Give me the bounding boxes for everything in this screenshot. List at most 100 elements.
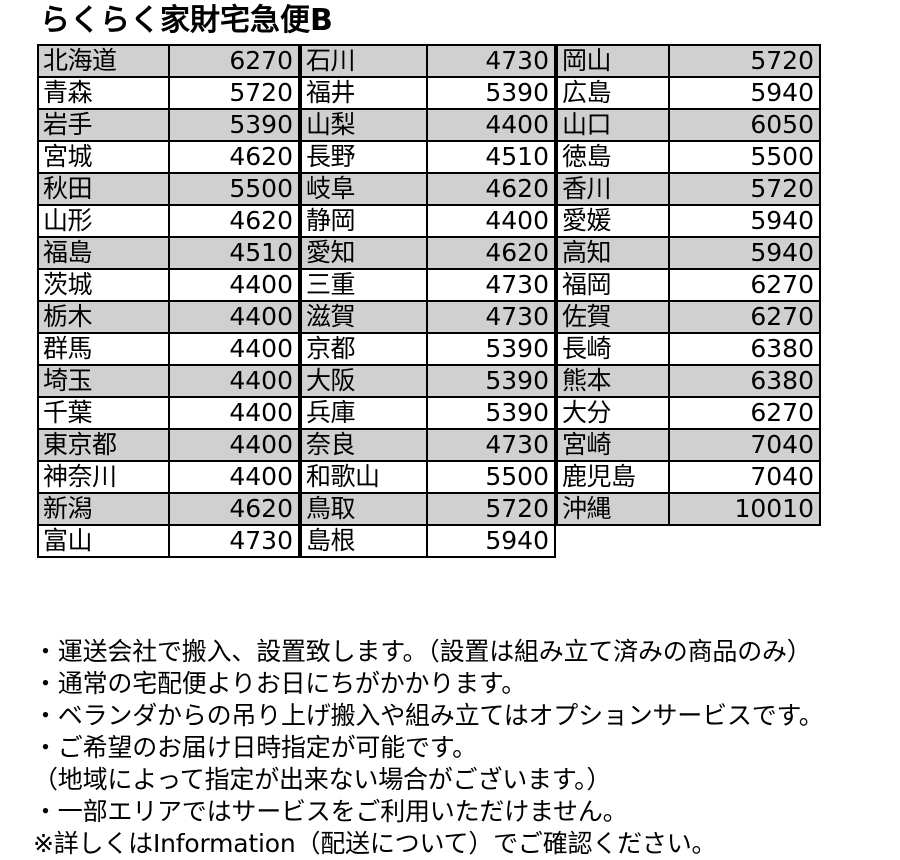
- prefecture-cell: 高知: [556, 236, 670, 270]
- fee-cell: 5500: [426, 460, 556, 494]
- prefecture-cell: 熊本: [556, 364, 670, 398]
- prefecture-cell: 沖縄: [556, 492, 670, 526]
- table-row: 東京都 4400: [37, 428, 300, 462]
- table-row: 和歌山 5500: [300, 460, 556, 494]
- fee-cell: 4400: [168, 396, 300, 430]
- fee-cell: 7040: [668, 428, 821, 462]
- fee-cell: 4620: [168, 492, 300, 526]
- prefecture-cell: 神奈川: [37, 460, 170, 494]
- prefecture-cell: 鹿児島: [556, 460, 670, 494]
- table-row: 山梨 4400: [300, 108, 556, 142]
- fee-cell: 4730: [426, 268, 556, 302]
- table-row: 静岡 4400: [300, 204, 556, 238]
- prefecture-cell: 福岡: [556, 268, 670, 302]
- table-row: 埼玉 4400: [37, 364, 300, 398]
- fee-cell: 5390: [426, 364, 556, 398]
- prefecture-cell: 大阪: [300, 364, 428, 398]
- prefecture-cell: 長崎: [556, 332, 670, 366]
- table-row: 秋田 5500: [37, 172, 300, 206]
- prefecture-cell: 滋賀: [300, 300, 428, 334]
- prefecture-cell: 静岡: [300, 204, 428, 238]
- fee-cell: 7040: [668, 460, 821, 494]
- fee-cell: 6380: [668, 364, 821, 398]
- table-row: 大分 6270: [556, 396, 821, 430]
- fee-cell: 10010: [668, 492, 821, 526]
- prefecture-cell: 島根: [300, 524, 428, 558]
- table-row: 福井 5390: [300, 76, 556, 110]
- table-row: 神奈川 4400: [37, 460, 300, 494]
- fee-cell: 5500: [168, 172, 300, 206]
- fee-cell: 4620: [168, 204, 300, 238]
- table-row: 群馬 4400: [37, 332, 300, 366]
- prefecture-cell: 福井: [300, 76, 428, 110]
- prefecture-cell: 和歌山: [300, 460, 428, 494]
- fee-cell: 5720: [168, 76, 300, 110]
- note-line: ・一部エリアではサービスをご利用いただけません。: [33, 797, 628, 826]
- table-row: 鹿児島 7040: [556, 460, 821, 494]
- prefecture-cell: 岐阜: [300, 172, 428, 206]
- table-row: 岩手 5390: [37, 108, 300, 142]
- fee-cell: 4400: [168, 300, 300, 334]
- note-line: ・通常の宅配便よりお日にちがかかります。: [33, 669, 527, 698]
- table-row: 徳島 5500: [556, 140, 821, 174]
- notes-list: ・運送会社で搬入、設置致します。（設置は組み立て済みの商品のみ） ・通常の宅配便よ…: [33, 636, 893, 860]
- fee-cell: 5720: [668, 44, 821, 78]
- prefecture-cell: 宮城: [37, 140, 170, 174]
- note-line: ・ご希望のお届け日時指定が可能です。: [33, 733, 477, 762]
- fee-cell: 4620: [426, 172, 556, 206]
- fee-cell: 4730: [426, 44, 556, 78]
- prefecture-cell: 岩手: [37, 108, 170, 142]
- page-title: らくらく家財宅急便B: [40, 3, 333, 38]
- table-row: 愛知 4620: [300, 236, 556, 270]
- prefecture-cell: 大分: [556, 396, 670, 430]
- table-row: 岡山 5720: [556, 44, 821, 78]
- fee-block-central: 石川 4730 福井 5390 山梨 4400 長野 4510 岐阜 4620 静岡 4400 愛知 46…: [300, 44, 556, 558]
- table-row: 北海道 6270: [37, 44, 300, 78]
- prefecture-cell: 岡山: [556, 44, 670, 78]
- fee-cell: 6380: [668, 332, 821, 366]
- fee-cell: 6270: [668, 396, 821, 430]
- fee-block-body: 北海道 6270 青森 5720 岩手 5390 宮城 4620 秋田 5500 山形 4620 福島 4…: [37, 44, 300, 558]
- table-row: 青森 5720: [37, 76, 300, 110]
- prefecture-cell: 長野: [300, 140, 428, 174]
- prefecture-cell: 新潟: [37, 492, 170, 526]
- table-row: 栃木 4400: [37, 300, 300, 334]
- fee-cell: 4400: [168, 428, 300, 462]
- table-row: 鳥取 5720: [300, 492, 556, 526]
- fee-block-east: 北海道 6270 青森 5720 岩手 5390 宮城 4620 秋田 5500 山形 4620 福島 4…: [37, 44, 300, 558]
- shipping-fee-table: 北海道 6270 青森 5720 岩手 5390 宮城 4620 秋田 5500 山形 4620 福島 4…: [37, 44, 821, 558]
- table-row: 三重 4730: [300, 268, 556, 302]
- prefecture-cell: 北海道: [37, 44, 170, 78]
- table-row: 長崎 6380: [556, 332, 821, 366]
- prefecture-cell: 富山: [37, 524, 170, 558]
- table-row: 山形 4620: [37, 204, 300, 238]
- fee-cell: 4400: [168, 364, 300, 398]
- fee-cell: 5720: [668, 172, 821, 206]
- fee-cell: 4510: [168, 236, 300, 270]
- fee-cell: 4730: [426, 428, 556, 462]
- fee-block-body: 岡山 5720 広島 5940 山口 6050 徳島 5500 香川 5720 愛媛 5940 高知 59…: [556, 44, 821, 526]
- table-row: 愛媛 5940: [556, 204, 821, 238]
- fee-cell: 4510: [426, 140, 556, 174]
- note-line: （地域によって指定が出来ない場合がございます。）: [33, 765, 612, 794]
- table-row: 福島 4510: [37, 236, 300, 270]
- table-row: 京都 5390: [300, 332, 556, 366]
- table-row: 香川 5720: [556, 172, 821, 206]
- table-row: 山口 6050: [556, 108, 821, 142]
- fee-block-west: 岡山 5720 広島 5940 山口 6050 徳島 5500 香川 5720 愛媛 5940 高知 59…: [556, 44, 821, 526]
- table-row: 石川 4730: [300, 44, 556, 78]
- prefecture-cell: 茨城: [37, 268, 170, 302]
- prefecture-cell: 愛媛: [556, 204, 670, 238]
- fee-cell: 4730: [426, 300, 556, 334]
- fee-cell: 6270: [168, 44, 300, 78]
- table-row: 宮城 4620: [37, 140, 300, 174]
- fee-cell: 5940: [668, 236, 821, 270]
- prefecture-cell: 奈良: [300, 428, 428, 462]
- prefecture-cell: 京都: [300, 332, 428, 366]
- prefecture-cell: 兵庫: [300, 396, 428, 430]
- prefecture-cell: 秋田: [37, 172, 170, 206]
- table-row: 岐阜 4620: [300, 172, 556, 206]
- table-row: 広島 5940: [556, 76, 821, 110]
- prefecture-cell: 福島: [37, 236, 170, 270]
- fee-cell: 4400: [426, 108, 556, 142]
